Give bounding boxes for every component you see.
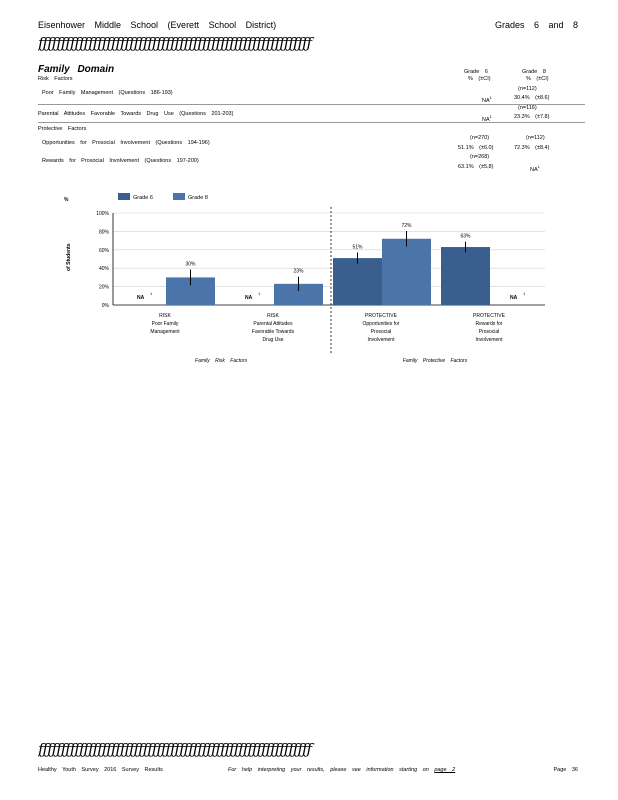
row2-g6-value: NA1	[482, 114, 492, 123]
row-divider-1	[38, 104, 585, 105]
category-label-4-4: Involvement	[476, 337, 504, 343]
row3-g6-value: 51.1% (±6.0)	[458, 145, 494, 151]
bar-grade6-3	[333, 258, 382, 305]
group-label-protective: Family Protective Factors	[403, 358, 468, 364]
row1-g8-n: (n=112)	[518, 86, 537, 92]
na-footnote-2-1: 1	[258, 291, 261, 296]
bar-grade8-2	[274, 283, 323, 305]
family-domain-chart: Grade 6 Grade 8% of Students 0% 20% 40% 60% 80%…	[64, 193, 545, 364]
category-label-1-3: Management	[150, 329, 180, 335]
bar-label-Grade6-1: NA	[137, 295, 145, 301]
grades-label: Grades 6 and 8	[494, 20, 578, 30]
row-divider-2	[38, 122, 585, 123]
row3-g8-n: (n=112)	[526, 135, 545, 141]
category-label-1-2: Poor Family	[152, 321, 179, 327]
y-tick-40%: 40%	[99, 266, 110, 272]
bar-label-Grade8-4: NA	[510, 295, 518, 301]
bar-label-Grade6-2: NA	[245, 295, 253, 301]
category-label-4-2: Rewards for	[476, 321, 503, 327]
bar-value-3-1: 51%	[352, 245, 363, 251]
category-label-1-1: RISK	[159, 313, 171, 319]
y-tick-100%: 100%	[96, 211, 109, 217]
category-label-3-1: PROTECTIVE	[365, 313, 398, 319]
legend-label-1: Grade 6	[133, 195, 153, 201]
footer-survey: Healthy Youth Survey 2016 Survey Results	[38, 767, 163, 773]
section-title: Family Domain	[38, 64, 115, 75]
category-label-3-2: Opportunities for	[363, 321, 400, 327]
row1-label: Poor Family Management (Questions 186-19…	[42, 90, 173, 96]
legend-swatch-2	[173, 193, 185, 200]
legend-swatch-1	[118, 193, 130, 200]
bar-value-3-2: 72%	[401, 223, 412, 229]
footer-page: Page 36	[553, 767, 579, 773]
footer-help: For help interpreting your results, plea…	[228, 767, 456, 773]
category-label-2-1: RISK	[267, 313, 279, 319]
row4-label: Rewards for Prosocial Involvement (Quest…	[42, 158, 199, 164]
category-label-4-3: Prosocial	[479, 329, 500, 335]
category-label-2-3: Favorable Towards	[252, 329, 295, 335]
group-label-risk: Family Risk Factors	[195, 358, 247, 364]
page-link[interactable]: page 2	[434, 767, 456, 773]
y-tick-80%: 80%	[99, 229, 110, 235]
row2-g8-n: (n=116)	[518, 105, 537, 111]
row3-g8-value: 72.3% (±8.4)	[514, 145, 550, 151]
row3-g6-n: (n=270)	[470, 135, 490, 141]
row1-g8-value: 30.4% (±8.6)	[514, 95, 550, 101]
na-footnote-1-1: 1	[150, 291, 153, 296]
y-axis-label: of Students	[66, 243, 72, 271]
na-footnote-4-2: 1	[523, 291, 526, 296]
row2-label: Parental Attitudes Favorable Towards Dru…	[38, 111, 234, 117]
col-sub-grade8: % (±CI)	[526, 76, 549, 82]
bar-value-2-2: 23%	[293, 269, 304, 275]
col-sub-grade6: % (±CI)	[468, 76, 491, 82]
category-label-2-4: Drug Use	[262, 337, 283, 343]
y-tick-0%: 0%	[102, 303, 110, 309]
row3-label: Opportunities for Prosocial Involvement …	[42, 140, 210, 146]
row4-g6-n: (n=268)	[470, 154, 490, 160]
category-label-4-1: PROTECTIVE	[473, 313, 506, 319]
col-header-grade6: Grade 6	[464, 69, 488, 75]
risk-factors-heading: Risk Factors	[38, 76, 73, 82]
bar-value-4-1: 63%	[460, 234, 471, 240]
category-label-2-2: Parental Attitudes	[253, 321, 293, 327]
bar-grade8-3	[382, 238, 431, 305]
row2-g8-value: 23.3% (±7.8)	[514, 114, 550, 120]
bar-value-1-2: 30%	[185, 261, 196, 267]
col-header-grade8: Grade 8	[522, 69, 546, 75]
row4-g6-value: 63.1% (±5.8)	[458, 164, 494, 170]
row1-g6-value: NA1	[482, 95, 492, 104]
category-label-3-4: Involvement	[368, 337, 396, 343]
protective-factors-heading: Protective Factors	[38, 126, 87, 132]
row4-g8-value: NA1	[530, 164, 540, 173]
bottom-rule: ƒƒƒƒƒƒƒƒƒƒƒƒƒƒƒƒƒƒƒƒƒƒƒƒƒƒƒƒƒƒƒƒƒƒƒƒƒƒƒƒ…	[38, 740, 312, 758]
y-tick-60%: 60%	[99, 248, 110, 254]
y-tick-20%: 20%	[99, 285, 110, 291]
y-axis-label-top: %	[64, 197, 69, 203]
bar-grade6-4	[441, 247, 490, 305]
school-name: Eisenhower Middle School (Everett School…	[38, 20, 277, 30]
category-label-3-3: Prosocial	[371, 329, 392, 335]
legend-label-2: Grade 8	[188, 195, 208, 201]
top-rule: ƒƒƒƒƒƒƒƒƒƒƒƒƒƒƒƒƒƒƒƒƒƒƒƒƒƒƒƒƒƒƒƒƒƒƒƒƒƒƒƒ…	[38, 34, 312, 52]
